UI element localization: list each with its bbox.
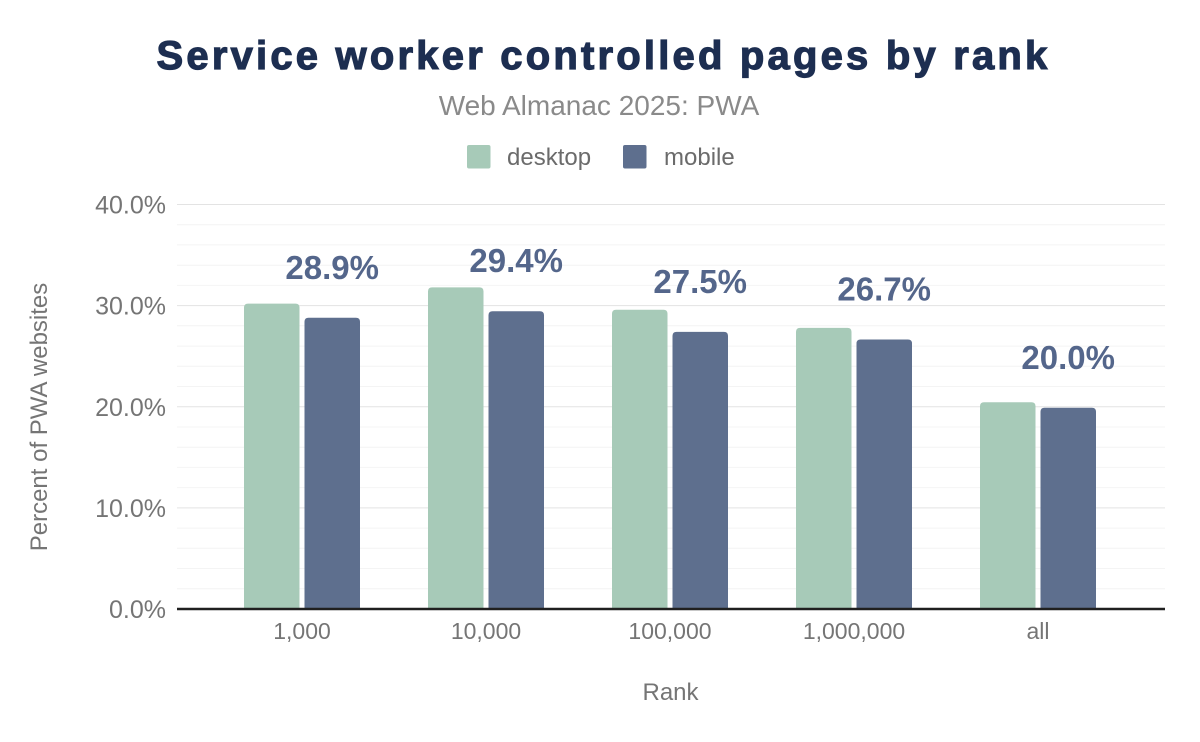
svg-text:28.9%: 28.9%	[285, 249, 379, 286]
svg-text:26.7%: 26.7%	[837, 271, 931, 308]
svg-text:10.0%: 10.0%	[95, 495, 166, 523]
svg-text:mobile: mobile	[664, 144, 735, 171]
svg-text:30.0%: 30.0%	[95, 293, 166, 321]
svg-text:27.5%: 27.5%	[653, 263, 747, 300]
svg-text:1,000: 1,000	[273, 618, 331, 644]
svg-text:Service worker controlled page: Service worker controlled pages by rank	[157, 34, 1051, 78]
svg-text:10,000: 10,000	[451, 618, 521, 644]
svg-text:Percent of PWA websites: Percent of PWA websites	[26, 283, 53, 552]
svg-text:all: all	[1026, 618, 1049, 644]
svg-text:20.0%: 20.0%	[1021, 339, 1115, 376]
svg-text:1,000,000: 1,000,000	[803, 618, 905, 644]
svg-text:desktop: desktop	[507, 144, 591, 171]
svg-text:Rank: Rank	[642, 679, 699, 706]
svg-text:29.4%: 29.4%	[469, 242, 563, 279]
svg-text:Web Almanac 2025: PWA: Web Almanac 2025: PWA	[439, 90, 760, 121]
svg-text:100,000: 100,000	[628, 618, 711, 644]
svg-text:20.0%: 20.0%	[95, 394, 166, 422]
svg-text:40.0%: 40.0%	[95, 192, 166, 220]
svg-text:0.0%: 0.0%	[109, 596, 166, 624]
